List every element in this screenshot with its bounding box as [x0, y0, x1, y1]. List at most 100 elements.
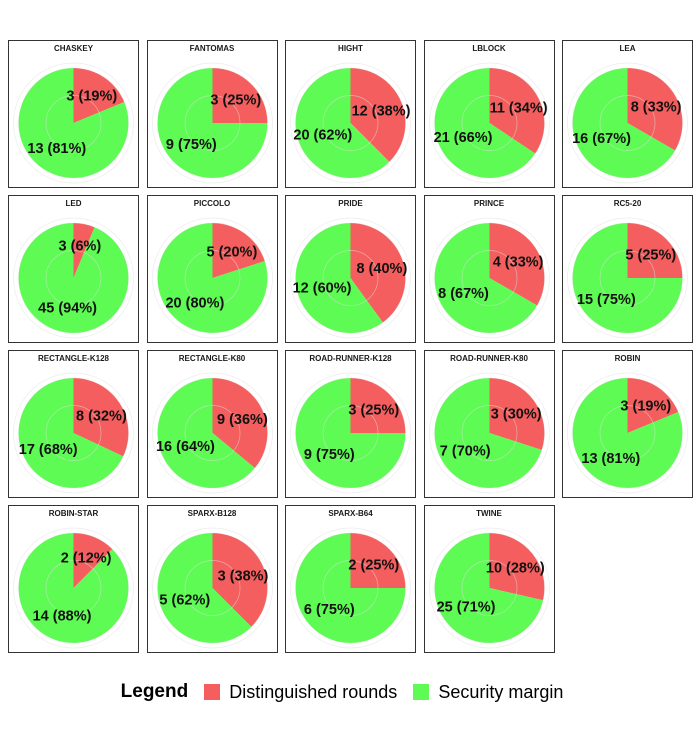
facet-plot: 8 (40%) 12 (60%)	[285, 212, 416, 343]
grid-ring	[290, 62, 411, 184]
facet-title: TWINE	[423, 505, 555, 523]
grid-ring	[151, 217, 273, 339]
data-label-security: 16 (67%)	[572, 131, 631, 147]
pie-slice-distinguished	[627, 68, 683, 151]
legend-label-distinguished: Distinguished rounds	[229, 681, 398, 702]
facet-title: PRINCE	[423, 195, 555, 213]
facet-plot: 8 (32%) 17 (68%)	[8, 367, 139, 498]
grid-ring	[599, 95, 656, 151]
facet-title: LED	[8, 195, 139, 213]
pie-chart: 8 (40%) 12 (60%)	[290, 217, 411, 339]
pie-slice-security	[572, 378, 683, 488]
facet-plot: 2 (25%) 6 (75%)	[285, 522, 416, 653]
data-label-security: 6 (75%)	[304, 602, 355, 618]
pie-slice-distinguished	[350, 378, 406, 433]
pie-slice-distinguished	[489, 378, 545, 450]
grid-ring	[322, 250, 379, 306]
facet-title: PICCOLO	[146, 195, 278, 213]
legend-key-distinguished	[204, 684, 221, 700]
facet-title: PRIDE	[285, 195, 416, 213]
data-label-distinguished: 4 (33%)	[492, 255, 543, 271]
pie-chart: 5 (25%) 15 (75%)	[567, 217, 688, 339]
data-label-security: 13 (81%)	[27, 141, 86, 157]
data-label-distinguished: 3 (25%)	[348, 403, 399, 419]
grid-ring	[428, 217, 550, 339]
grid-ring	[290, 372, 411, 494]
data-label-security: 45 (94%)	[38, 300, 97, 316]
facet-plot: 5 (20%) 20 (80%)	[146, 212, 278, 343]
pie-slice-security	[433, 223, 537, 333]
legend: Legend Distinguished rounds Security mar…	[0, 676, 700, 708]
grid-ring	[18, 67, 129, 179]
pie-slice-distinguished	[627, 223, 683, 278]
pie-slice-security	[157, 378, 255, 488]
grid-ring	[322, 560, 379, 616]
facet-title: ROAD-RUNNER-K80	[423, 350, 555, 368]
data-label-security: 15 (75%)	[577, 292, 636, 308]
facet-panel: HIGHT 12 (38%) 20 (62%)	[285, 40, 416, 188]
facet-panel: CHASKEY 3 (19%) 13 (81%)	[8, 40, 139, 188]
grid-ring	[572, 222, 683, 334]
pie-chart: 9 (36%)16 (64%)	[151, 372, 273, 494]
grid-ring	[567, 372, 688, 494]
facet-panel: PICCOLO 5 (20%) 20 (80%)	[146, 195, 278, 343]
data-label-distinguished: 3 (6%)	[59, 239, 102, 255]
facet-title: ROBIN-STAR	[8, 505, 139, 523]
data-label-security: 14 (88%)	[33, 609, 92, 625]
pie-slice-distinguished	[489, 68, 545, 154]
grid-ring	[428, 527, 550, 649]
grid-ring	[156, 222, 268, 334]
data-label-distinguished: 8 (33%)	[631, 100, 682, 116]
grid-ring	[18, 532, 129, 644]
facet-panel: ROAD-RUNNER-K128 3 (25%) 9 (75%)	[285, 350, 416, 498]
grid-ring	[13, 217, 134, 339]
grid-ring	[290, 217, 411, 339]
pie-chart: 11 (34%) 21 (66%)	[428, 62, 550, 184]
facet-panel: RECTANGLE-K80 9 (36%) 16 (64%)	[146, 350, 278, 498]
grid-ring	[18, 377, 129, 489]
data-label-security: 9 (75%)	[165, 137, 216, 153]
facet-panel: TWINE 10 (28%) 25 (71%)	[423, 505, 555, 653]
facet-title: ROBIN	[562, 350, 693, 368]
data-label-distinguished: 3 (25%)	[210, 93, 261, 109]
grid-ring	[599, 250, 656, 306]
grid-ring	[295, 532, 406, 644]
grid-ring	[295, 222, 406, 334]
facet-title: RECTANGLE-K128	[8, 350, 139, 368]
grid-ring	[433, 67, 545, 179]
pie-slice-security	[156, 68, 267, 178]
pie-chart: 2 (12%) 14 (88%)	[13, 527, 134, 649]
pie-slice-distinguished	[212, 378, 268, 469]
data-label-security: 7 (70%)	[439, 444, 490, 460]
grid-ring	[45, 95, 102, 151]
grid-ring	[151, 372, 273, 494]
pie-slice-security	[434, 68, 535, 178]
pie-chart: 4 (33%)8 (67%)	[428, 217, 550, 339]
data-label-security: 9 (75%)	[304, 447, 355, 463]
facet-title: FANTOMAS	[146, 40, 278, 58]
grid-ring	[151, 62, 273, 184]
grid-ring	[567, 62, 688, 184]
data-label-distinguished: 8 (32%)	[76, 408, 127, 424]
data-label-security: 17 (68%)	[19, 442, 78, 458]
grid-ring	[295, 67, 406, 179]
pie-chart: 12 (38%)20 (62%)	[290, 62, 411, 184]
data-label-distinguished: 10 (28%)	[485, 560, 544, 576]
grid-ring	[461, 95, 517, 151]
facet-plot: 3 (30%) 7 (70%)	[423, 367, 555, 498]
data-label-security: 13 (81%)	[581, 451, 640, 467]
grid-ring	[322, 95, 379, 151]
data-label-distinguished: 9 (36%)	[217, 412, 268, 428]
pie-slice-distinguished	[627, 378, 679, 433]
grid-ring	[295, 377, 406, 489]
pie-slice-security	[572, 223, 683, 333]
grid-ring	[18, 222, 129, 334]
pie-slice-security	[295, 378, 406, 488]
facet-panel: SPARX-B128 3 (38%) 5 (62%)	[146, 505, 278, 653]
data-label-distinguished: 8 (40%)	[357, 261, 408, 277]
data-label-distinguished: 3 (30%)	[490, 407, 541, 423]
facet-panel: PRIDE 8 (40%) 12 (60%)	[285, 195, 416, 343]
pie-slice-distinguished	[212, 223, 265, 278]
grid-ring	[13, 62, 134, 184]
grid-ring	[572, 377, 683, 489]
